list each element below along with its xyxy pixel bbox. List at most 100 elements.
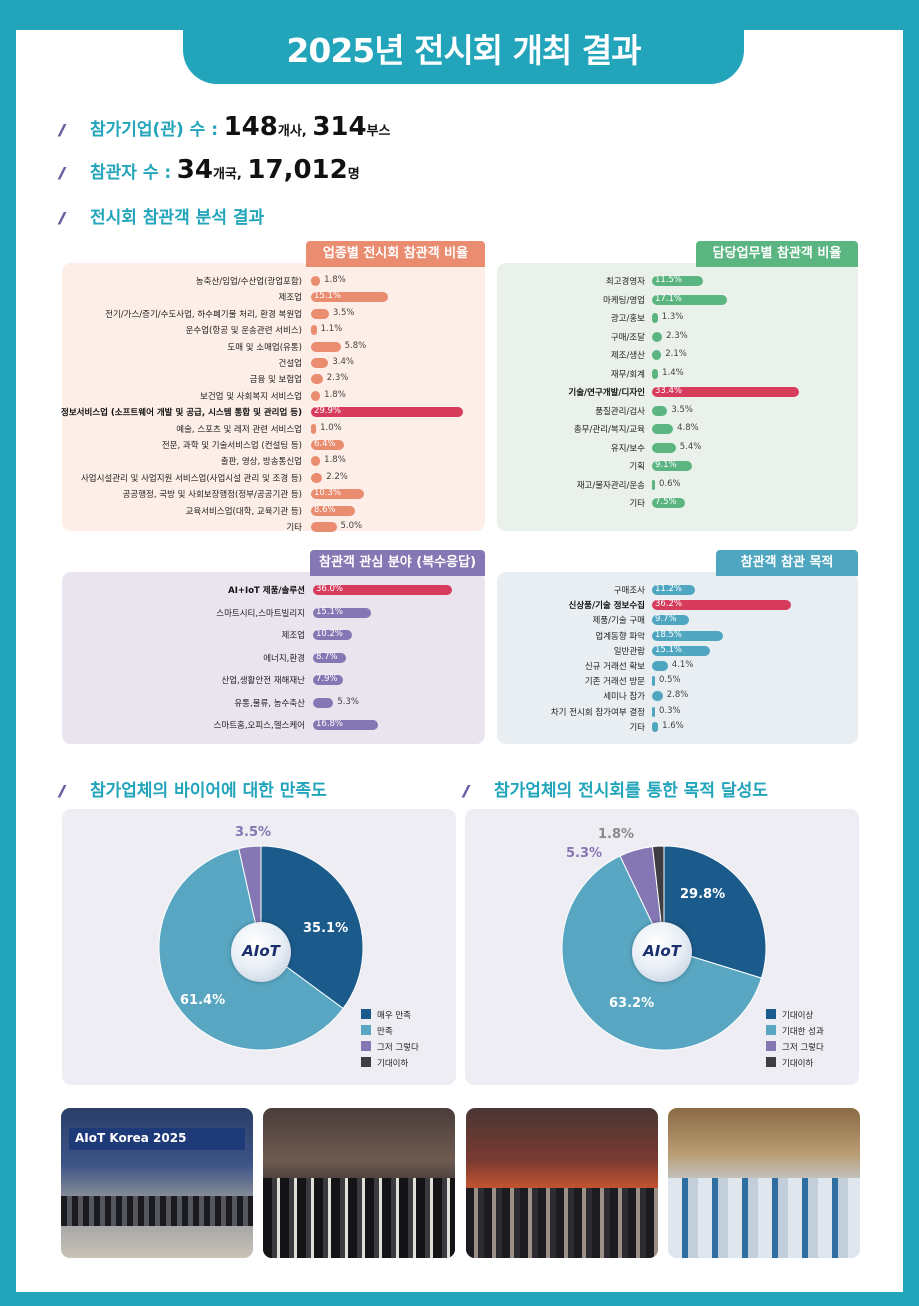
visitors-count: 17,012 <box>247 155 348 185</box>
aiot-logo-text: AIoT <box>242 942 280 960</box>
legend-item: 기대이상 <box>766 1009 813 1021</box>
bar <box>652 721 659 732</box>
audience <box>263 1178 455 1258</box>
bar-label: 스마트홈,오피스,헬스케어 <box>213 721 305 731</box>
bar-label: 기존 거래선 방문 <box>584 677 645 688</box>
analysis-title: 전시회 참관객 분석 결과 <box>90 208 265 228</box>
legend-item: 기대한 성과 <box>766 1025 824 1037</box>
bar <box>652 706 655 717</box>
bar <box>311 423 317 434</box>
bar-label: 업계동향 파악 <box>595 631 645 642</box>
bar <box>311 308 329 319</box>
pie-value-label: 29.8% <box>680 887 726 902</box>
legend-item: 그저 그렇다 <box>766 1041 824 1053</box>
bar-value: 18.5% <box>655 629 683 640</box>
bar-value: 3.5% <box>332 307 355 318</box>
bar-label: 차기 전시회 참가여부 결정 <box>550 707 645 718</box>
bar-value: 2.3% <box>326 373 349 384</box>
pie-value-label: 1.8% <box>598 827 635 842</box>
bar <box>652 331 663 342</box>
slash-icon: /// <box>60 164 84 182</box>
legend-label: 만족 <box>377 1027 393 1037</box>
bar-value: 5.4% <box>679 441 702 452</box>
bar-label: 제조/생산 <box>610 351 645 361</box>
bar-label: 품질관리/검사 <box>595 406 645 417</box>
bar-label: 구매조사 <box>613 586 645 596</box>
legend-swatch <box>361 1025 371 1035</box>
bar <box>652 294 728 305</box>
legend-swatch <box>361 1009 371 1019</box>
pie-value-label: 3.5% <box>235 825 272 840</box>
exhibitors-label: 참가기업(관) 수 : <box>90 120 219 140</box>
legend-label: 그저 그렇다 <box>377 1043 419 1053</box>
bar-value: 5.0% <box>340 521 363 531</box>
bar-label: 재고/물자관리/운송 <box>576 480 645 491</box>
bar-value: 9.7% <box>655 614 677 625</box>
bar-label: 예술, 스포츠 및 레저 관련 서비스업 <box>176 424 302 435</box>
photo-ribbon-cutting: AIoT Korea 2025 <box>61 1108 253 1258</box>
bar <box>652 387 799 397</box>
pie-value-label: 61.4% <box>180 993 226 1008</box>
bar <box>652 600 792 611</box>
bar-value: 36.0% <box>316 584 344 594</box>
bar <box>313 675 344 685</box>
bar-label: 재무/회계 <box>610 369 645 380</box>
aiot-logo: AIoT <box>231 922 291 982</box>
interest-chart-panel <box>62 572 485 744</box>
bar-label: 에너지,환경 <box>263 653 305 664</box>
bar-label: 기획 <box>629 462 645 472</box>
bar-label: 세미나 참가 <box>603 692 645 703</box>
bar <box>311 292 388 303</box>
analysis-heading: /// 전시회 참관객 분석 결과 <box>60 203 264 228</box>
bar-value: 0.6% <box>659 478 681 489</box>
bar-value: 6.4% <box>314 439 336 449</box>
bar-value: 1.0% <box>320 422 342 433</box>
bar-label: 기타 <box>286 523 302 533</box>
bar <box>652 630 724 641</box>
legend-label: 기대이상 <box>782 1011 814 1021</box>
bar-value: 1.8% <box>324 455 346 466</box>
photo-seminar <box>263 1108 455 1258</box>
photo-exhibition-crowd <box>466 1108 658 1258</box>
bar-label: 정보서비스업 (소프트웨어 개발 및 공급, 시스템 통합 및 관리업 등) <box>61 408 302 419</box>
booths <box>668 1178 860 1258</box>
bar-label: 기술/연구개발/디자인 <box>568 388 645 398</box>
slash-icon: /// <box>464 782 488 800</box>
legend-swatch <box>766 1041 776 1051</box>
legend-label: 매우 만족 <box>377 1011 411 1021</box>
bar-label: 제품/기술 구매 <box>592 616 646 627</box>
legend-item: 만족 <box>361 1025 393 1037</box>
legend-swatch <box>766 1009 776 1019</box>
legend-swatch <box>361 1057 371 1067</box>
bar <box>652 676 655 687</box>
bar-label: 출판, 영상, 방송통신업 <box>220 457 302 468</box>
bar-label: AI+IoT 제품/솔루션 <box>228 586 305 596</box>
industry-chart-title: 업종별 전시회 참관객 비율 <box>306 241 485 267</box>
achievement-title: 참가업체의 전시회를 통한 목적 달성도 <box>494 781 768 801</box>
bar-value: 9.1% <box>655 460 677 470</box>
bar <box>313 607 372 618</box>
exhibitors-count: 148 <box>223 112 278 142</box>
bar <box>652 442 676 453</box>
bar-value: 2.8% <box>666 690 689 701</box>
bar <box>313 697 334 708</box>
bar-value: 8.6% <box>314 504 336 515</box>
pie-value-label: 35.1% <box>303 921 349 936</box>
bar <box>652 691 663 702</box>
bar-value: 0.3% <box>659 705 681 716</box>
achievement-heading: /// 참가업체의 전시회를 통한 목적 달성도 <box>464 776 768 801</box>
bar-value: 5.8% <box>344 340 367 351</box>
bar <box>311 456 321 467</box>
bar-label: 기타 <box>629 499 645 509</box>
bar-label: 공공행정, 국방 및 사회보장행정(정부/공공기관 등) <box>122 490 302 501</box>
bar-label: 마케팅/영업 <box>603 295 645 306</box>
bar-label: 농축산/임업/수산업(광업포함) <box>195 277 302 287</box>
bar-value: 1.1% <box>320 324 343 335</box>
satisfaction-heading: /// 참가업체의 바이어에 대한 만족도 <box>60 776 327 801</box>
visitors-label: 참관자 수 : <box>90 163 172 183</box>
bar-label: 스마트시티,스마트빌리지 <box>216 608 305 619</box>
purpose-chart-panel <box>497 572 858 744</box>
bar-label: 광고/홍보 <box>610 314 645 324</box>
bar-value: 3.5% <box>671 404 693 415</box>
bar-label: 전문, 과학 및 기술서비스업 (컨설팅 등) <box>161 441 302 451</box>
